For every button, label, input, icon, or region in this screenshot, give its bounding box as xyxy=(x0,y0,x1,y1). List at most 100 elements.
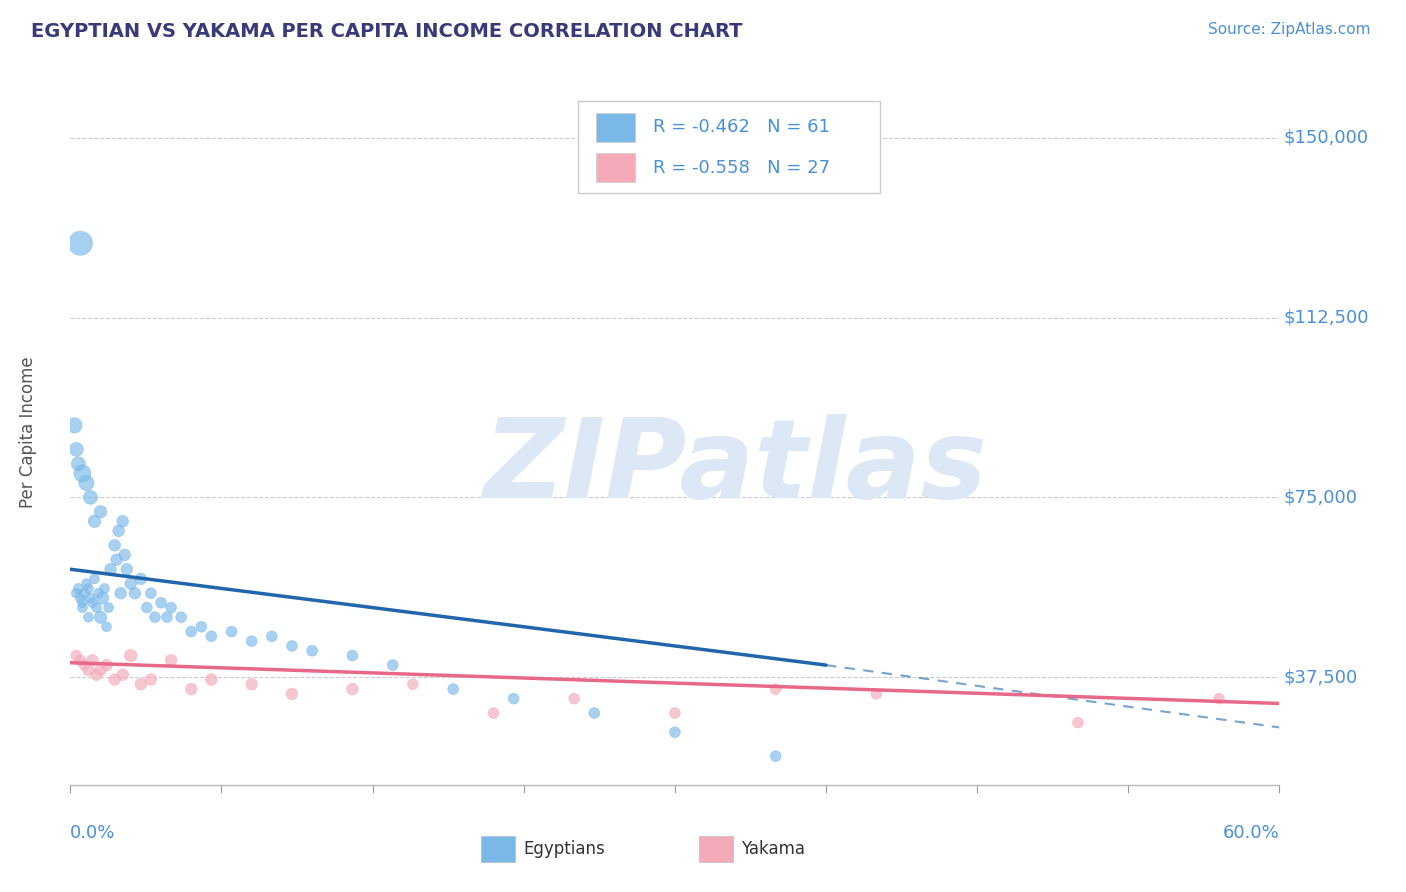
Point xyxy=(83,572,105,586)
Point xyxy=(83,514,105,528)
Point xyxy=(139,586,162,600)
Point xyxy=(77,663,100,677)
Point xyxy=(502,691,524,706)
Point xyxy=(342,648,364,663)
Point xyxy=(65,586,87,600)
Point xyxy=(111,667,134,681)
Point xyxy=(120,648,142,663)
Point xyxy=(200,673,222,687)
Text: R = -0.558   N = 27: R = -0.558 N = 27 xyxy=(654,159,830,177)
Point xyxy=(90,610,111,624)
Point xyxy=(240,634,263,648)
Point xyxy=(180,624,202,639)
Point xyxy=(69,236,91,251)
Point xyxy=(90,663,111,677)
Point xyxy=(221,624,243,639)
Point xyxy=(79,491,101,505)
Point xyxy=(160,600,183,615)
Point xyxy=(114,548,136,562)
Point xyxy=(583,706,606,720)
Point xyxy=(72,600,94,615)
Point xyxy=(79,591,101,605)
Point xyxy=(190,620,212,634)
Point xyxy=(73,658,96,673)
Point xyxy=(86,667,108,681)
FancyBboxPatch shape xyxy=(578,102,880,193)
Point xyxy=(115,562,138,576)
Point xyxy=(82,653,104,667)
Point xyxy=(65,648,87,663)
Point xyxy=(1208,691,1230,706)
Point xyxy=(135,600,157,615)
Point xyxy=(69,591,91,605)
Text: 60.0%: 60.0% xyxy=(1223,823,1279,842)
Point xyxy=(765,682,787,697)
Text: R = -0.462   N = 61: R = -0.462 N = 61 xyxy=(654,118,830,136)
Point xyxy=(402,677,425,691)
Point xyxy=(93,582,115,596)
Text: $150,000: $150,000 xyxy=(1284,128,1368,147)
Point xyxy=(441,682,464,697)
Point xyxy=(96,658,118,673)
Text: ZIPatlas: ZIPatlas xyxy=(484,415,987,521)
Point xyxy=(104,538,127,552)
Point xyxy=(65,442,87,457)
Text: 0.0%: 0.0% xyxy=(70,823,115,842)
Point xyxy=(73,586,96,600)
Point xyxy=(562,691,585,706)
Point xyxy=(664,725,686,739)
Point xyxy=(281,687,304,701)
Point xyxy=(82,596,104,610)
Point xyxy=(240,677,263,691)
Point xyxy=(129,572,152,586)
Text: Egyptians: Egyptians xyxy=(524,840,606,858)
Point xyxy=(104,673,127,687)
FancyBboxPatch shape xyxy=(481,836,515,863)
Point xyxy=(482,706,505,720)
Point xyxy=(86,600,108,615)
Point xyxy=(105,552,128,566)
Point xyxy=(342,682,364,697)
Point xyxy=(160,653,183,667)
Point xyxy=(150,596,173,610)
Point xyxy=(100,562,122,576)
Point xyxy=(156,610,179,624)
Point xyxy=(67,582,90,596)
Point xyxy=(200,629,222,643)
Point xyxy=(75,576,97,591)
Point xyxy=(75,475,97,490)
Point xyxy=(90,505,111,519)
Point xyxy=(180,682,202,697)
Point xyxy=(664,706,686,720)
Text: EGYPTIAN VS YAKAMA PER CAPITA INCOME CORRELATION CHART: EGYPTIAN VS YAKAMA PER CAPITA INCOME COR… xyxy=(31,22,742,41)
Point xyxy=(170,610,193,624)
Point xyxy=(67,457,90,471)
Text: Yakama: Yakama xyxy=(741,840,806,858)
Point xyxy=(63,418,86,433)
Point xyxy=(1067,715,1090,730)
Point xyxy=(96,620,118,634)
Point xyxy=(381,658,404,673)
Point xyxy=(91,591,114,605)
Point xyxy=(301,644,323,658)
Text: $75,000: $75,000 xyxy=(1284,488,1357,507)
FancyBboxPatch shape xyxy=(699,836,733,863)
FancyBboxPatch shape xyxy=(596,112,636,143)
Point xyxy=(72,596,94,610)
Point xyxy=(120,576,142,591)
Point xyxy=(69,653,91,667)
Point xyxy=(281,639,304,653)
Point xyxy=(107,524,129,538)
Point xyxy=(72,467,94,481)
Point xyxy=(77,582,100,596)
Point xyxy=(77,610,100,624)
Point xyxy=(129,677,152,691)
Point xyxy=(139,673,162,687)
Point xyxy=(124,586,146,600)
Point xyxy=(97,600,120,615)
Point xyxy=(765,749,787,764)
Point xyxy=(865,687,887,701)
Text: $37,500: $37,500 xyxy=(1284,668,1357,686)
Point xyxy=(87,586,110,600)
Text: Per Capita Income: Per Capita Income xyxy=(18,357,37,508)
